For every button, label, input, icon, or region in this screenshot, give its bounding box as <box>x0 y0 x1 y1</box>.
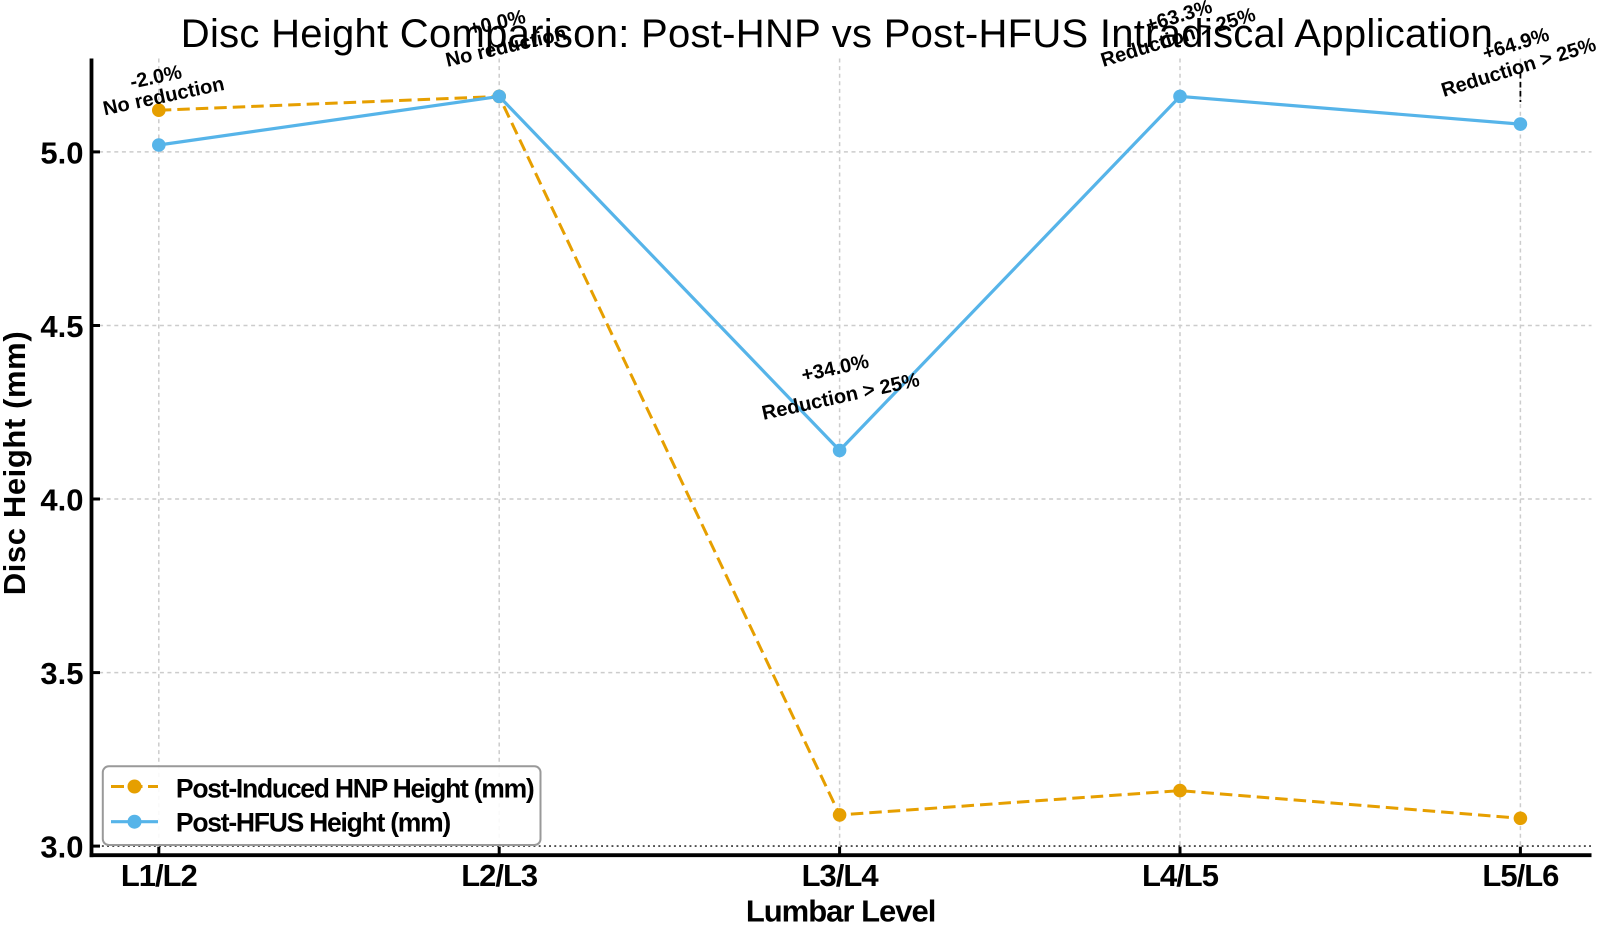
svg-text:Lumbar Level: Lumbar Level <box>746 894 936 923</box>
svg-text:L3/L4: L3/L4 <box>802 858 880 893</box>
svg-text:Post-HFUS Height (mm): Post-HFUS Height (mm) <box>176 807 451 837</box>
svg-text:Disc Height (mm): Disc Height (mm) <box>0 331 32 596</box>
svg-text:5.0: 5.0 <box>40 135 83 170</box>
svg-text:L5/L6: L5/L6 <box>1482 858 1559 893</box>
svg-text:4.5: 4.5 <box>40 309 83 344</box>
svg-text:L1/L2: L1/L2 <box>121 858 197 893</box>
svg-text:L4/L5: L4/L5 <box>1142 858 1219 893</box>
svg-text:4.0: 4.0 <box>40 482 83 517</box>
svg-text:Post-Induced HNP Height (mm): Post-Induced HNP Height (mm) <box>176 773 534 803</box>
svg-text:L2/L3: L2/L3 <box>461 858 538 893</box>
svg-text:3.0: 3.0 <box>40 830 83 865</box>
svg-text:3.5: 3.5 <box>40 656 83 691</box>
svg-text:Disc Height Comparison: Post-H: Disc Height Comparison: Post-HNP vs Post… <box>181 12 1493 56</box>
